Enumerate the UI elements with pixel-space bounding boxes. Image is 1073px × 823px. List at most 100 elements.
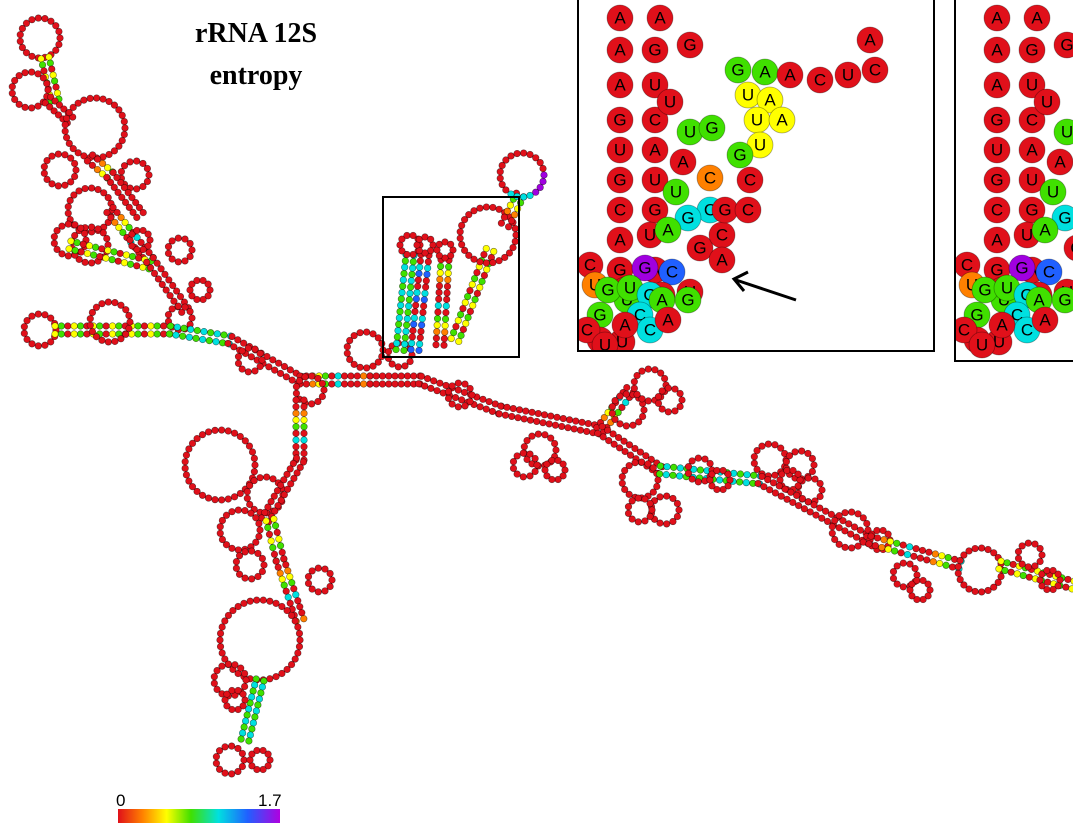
nucleotide <box>231 661 239 669</box>
nucleotide <box>264 762 272 770</box>
inset-nucleotide <box>983 106 1011 134</box>
nucleotide <box>911 564 919 573</box>
nucleotide <box>583 427 591 436</box>
nucleotide <box>435 288 443 297</box>
nucleotide <box>511 237 519 246</box>
nucleotide <box>118 111 126 120</box>
nucleotide <box>436 275 444 283</box>
nucleotide <box>409 264 417 272</box>
nucleotide <box>259 596 267 604</box>
nucleotide <box>633 390 641 399</box>
nucleotide <box>287 611 296 620</box>
nucleotide <box>228 770 236 778</box>
inset-nucleotide <box>1039 178 1067 206</box>
nucleotide <box>241 548 249 556</box>
nucleotide <box>102 330 110 338</box>
nucleotide <box>172 331 180 339</box>
inset-nucleotide-letter: U <box>1026 76 1038 95</box>
nucleotide <box>944 553 952 562</box>
nucleotide <box>476 283 484 292</box>
nucleotide <box>109 169 117 177</box>
nucleotide <box>507 152 515 160</box>
nucleotide <box>490 247 498 256</box>
nucleotide <box>221 617 229 625</box>
inset-nucleotide <box>983 71 1011 99</box>
nucleotide <box>246 731 254 739</box>
inset-nucleotide <box>734 196 762 224</box>
nucleotide <box>621 485 629 494</box>
nucleotide <box>908 580 916 588</box>
inset-nucleotide-letter: U <box>664 93 676 112</box>
nucleotide <box>260 561 268 569</box>
nucleotide <box>248 693 256 701</box>
inset-right-zoom: AAGAGAUGCUAGUCGAUCGAUAGUAUUGAUAUAUGACUCA… <box>955 4 1073 359</box>
nucleotide <box>247 353 255 361</box>
nucleotide <box>410 372 418 380</box>
nucleotide <box>186 239 194 248</box>
nucleotide <box>856 526 864 534</box>
nucleotide <box>676 402 684 411</box>
inset-nucleotide <box>968 331 996 359</box>
nucleotide <box>182 451 191 459</box>
nucleotide <box>289 459 297 468</box>
nucleotide <box>300 409 308 417</box>
nucleotide <box>111 218 119 227</box>
nucleotide <box>292 429 300 437</box>
nucleotide <box>867 532 875 540</box>
nucleotide <box>143 177 151 186</box>
nucleotide <box>543 460 551 468</box>
nucleotide <box>1038 570 1046 578</box>
nucleotide <box>500 213 509 221</box>
inset-nucleotide-letter: A <box>996 316 1008 335</box>
nucleotide <box>789 498 797 507</box>
nucleotide <box>485 398 493 406</box>
inset-nucleotide-letter: C <box>704 169 716 188</box>
nucleotide <box>272 557 280 565</box>
nucleotide <box>272 599 280 607</box>
nucleotide <box>466 397 474 406</box>
nucleotide <box>278 548 286 556</box>
nucleotide <box>559 472 567 480</box>
inset-nucleotide-letter: U <box>1047 183 1059 202</box>
nucleotide <box>38 61 47 69</box>
nucleotide <box>193 276 201 285</box>
nucleotide <box>651 366 659 374</box>
nucleotide <box>280 476 288 484</box>
nucleotide <box>465 251 473 259</box>
nucleotide <box>181 464 189 472</box>
nucleotide <box>88 308 97 317</box>
nucleotide <box>978 588 986 596</box>
nucleotide <box>72 166 80 174</box>
nucleotide <box>83 157 92 165</box>
entropy-color-scale: 0 1.7 <box>116 791 282 823</box>
nucleotide <box>468 391 476 399</box>
nucleotide <box>880 536 888 544</box>
nucleotide <box>473 268 481 277</box>
nucleotide <box>292 443 300 451</box>
inset-nucleotide-letter: A <box>1039 311 1051 330</box>
nucleotide <box>234 546 242 554</box>
nucleotide <box>393 333 401 341</box>
nucleotide <box>283 485 292 493</box>
inset-nucleotide <box>591 331 619 351</box>
nucleotide <box>778 470 786 478</box>
nucleotide <box>412 301 420 309</box>
nucleotide <box>931 550 939 558</box>
nucleotide <box>476 403 484 411</box>
nucleotide <box>366 380 374 388</box>
nucleotide <box>873 526 881 535</box>
nucleotide <box>910 552 918 560</box>
nucleotide <box>70 191 78 199</box>
nucleotide <box>1018 560 1026 568</box>
nucleotide <box>879 526 887 535</box>
nucleotide <box>98 300 106 308</box>
nucleotide <box>278 575 286 583</box>
nucleotide <box>81 258 89 266</box>
nucleotide <box>244 344 252 352</box>
nucleotide <box>450 328 458 337</box>
nucleotide <box>764 440 772 448</box>
nucleotide <box>253 746 261 755</box>
nucleotide <box>304 579 313 587</box>
nucleotide <box>871 542 879 550</box>
inset-nucleotide-letter: A <box>619 316 631 335</box>
